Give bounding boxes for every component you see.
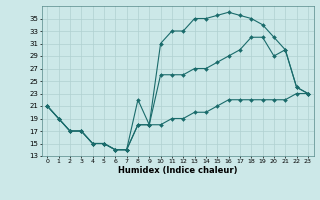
X-axis label: Humidex (Indice chaleur): Humidex (Indice chaleur) xyxy=(118,166,237,175)
